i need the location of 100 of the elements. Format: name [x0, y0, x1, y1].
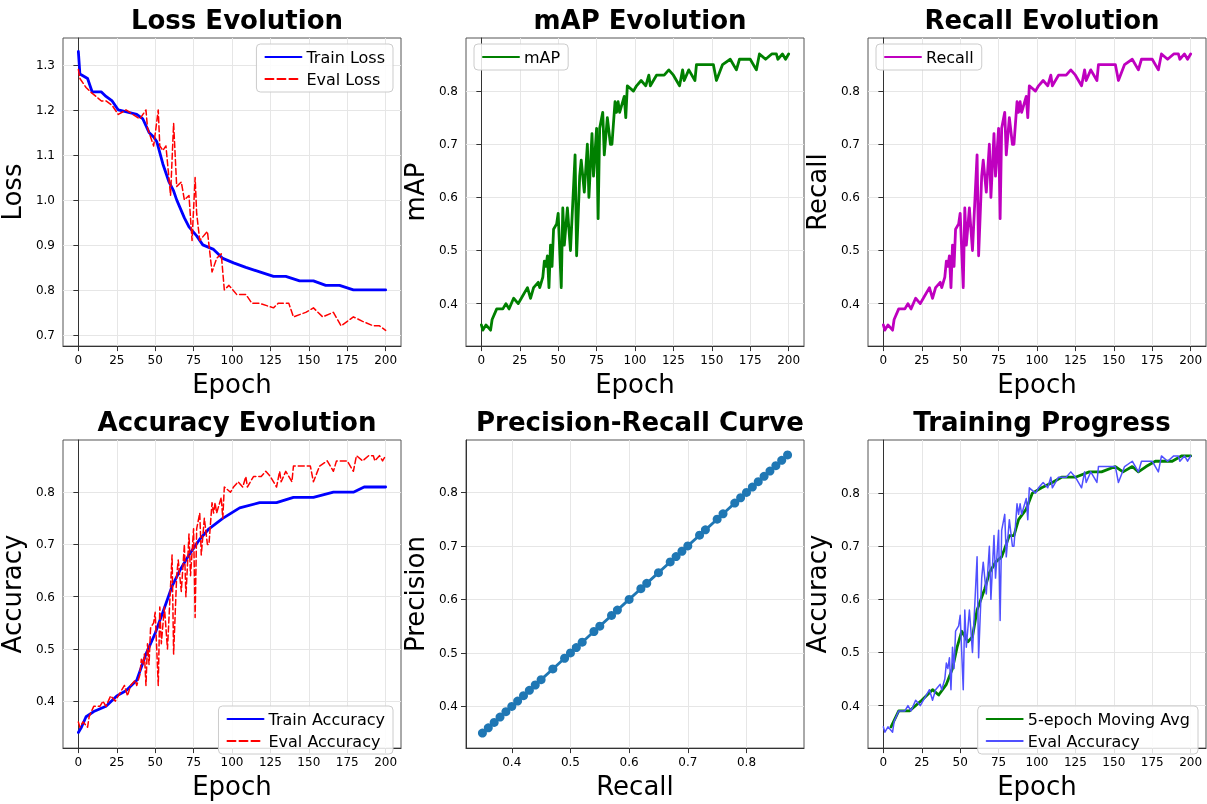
- x-tick-label: 50: [952, 755, 968, 770]
- x-tick-label: 25: [109, 755, 125, 770]
- y-tick-label: 0.7: [35, 537, 55, 552]
- x-tick-label: 150: [700, 353, 724, 368]
- point: [683, 541, 693, 551]
- x-tick-label: 175: [335, 755, 359, 770]
- point: [483, 723, 493, 733]
- chart-title: mAP Evolution: [533, 5, 747, 35]
- y-axis-title: mAP: [400, 162, 430, 222]
- point: [665, 557, 675, 567]
- x-tick-label: 0.6: [619, 755, 639, 770]
- x-tick-label: 175: [1140, 353, 1164, 368]
- x-tick-label: 0: [879, 353, 888, 368]
- y-tick-label: 0.5: [840, 645, 860, 660]
- chart-title: Recall Evolution: [924, 5, 1160, 35]
- x-tick-label: 75: [185, 353, 202, 368]
- x-tick-label: 50: [147, 755, 163, 770]
- x-tick-label: 50: [147, 353, 163, 368]
- point: [759, 471, 769, 481]
- legend-label: Eval Accuracy: [268, 731, 381, 751]
- x-tick-label: 150: [297, 755, 321, 770]
- point: [612, 605, 622, 615]
- y-axis-title: Accuracy: [802, 534, 832, 654]
- point: [489, 717, 499, 727]
- y-tick-label: 1.2: [35, 102, 55, 117]
- x-tick-label: 200: [374, 353, 398, 368]
- y-tick-label: 0.5: [438, 243, 458, 258]
- x-tick-label: 0.4: [502, 755, 522, 770]
- point: [671, 552, 681, 562]
- y-tick-label: 0.6: [438, 592, 458, 607]
- x-tick-label: 100: [623, 353, 647, 368]
- x-tick-label: 200: [374, 755, 398, 770]
- point: [477, 728, 487, 738]
- x-tick-label: 0: [74, 353, 83, 368]
- point: [530, 680, 540, 690]
- point: [777, 455, 787, 465]
- point: [507, 701, 517, 711]
- point: [571, 643, 581, 653]
- x-tick-label: 125: [661, 353, 685, 368]
- x-axis-title: Epoch: [997, 771, 1077, 801]
- x-tick-label: 200: [1179, 755, 1203, 770]
- point: [519, 691, 529, 701]
- x-tick-label: 50: [550, 353, 566, 368]
- chart-title: Loss Evolution: [130, 5, 344, 35]
- legend-label: mAP: [524, 47, 561, 67]
- y-axis-title: Accuracy: [0, 534, 27, 654]
- point: [636, 584, 646, 594]
- x-tick-label: 150: [1102, 755, 1126, 770]
- y-tick-label: 0.4: [840, 698, 860, 713]
- y-tick-label: 0.7: [840, 539, 860, 554]
- point: [577, 637, 587, 647]
- legend-label: Eval Accuracy: [1027, 731, 1140, 751]
- y-tick-label: 0.4: [438, 699, 458, 714]
- legend-label: 5-epoch Moving Avg: [1027, 709, 1191, 729]
- point: [548, 664, 558, 674]
- x-tick-label: 100: [1025, 353, 1049, 368]
- x-tick-label: 75: [990, 755, 1007, 770]
- x-tick-label: 25: [109, 353, 125, 368]
- x-tick-label: 175: [335, 353, 359, 368]
- x-tick-label: 0.7: [678, 755, 698, 770]
- y-tick-label: 0.9: [35, 237, 55, 252]
- x-axis-title: Epoch: [595, 369, 675, 399]
- x-tick-label: 75: [588, 353, 605, 368]
- x-tick-label: 175: [738, 353, 762, 368]
- y-axis-title: Precision: [400, 536, 430, 653]
- x-tick-label: 150: [297, 353, 321, 368]
- point: [730, 498, 740, 508]
- point: [624, 594, 634, 604]
- point: [513, 696, 523, 706]
- point: [565, 648, 575, 658]
- y-tick-label: 0.6: [438, 190, 458, 205]
- y-tick-label: 0.4: [35, 694, 55, 709]
- y-tick-label: 0.5: [35, 641, 55, 656]
- point: [595, 621, 605, 631]
- y-tick-label: 0.8: [840, 84, 860, 99]
- y-tick-label: 1.3: [35, 57, 55, 72]
- point: [536, 675, 546, 685]
- x-axis-title: Epoch: [192, 771, 272, 801]
- x-tick-label: 100: [220, 353, 244, 368]
- x-tick-label: 125: [258, 353, 282, 368]
- point: [607, 610, 617, 620]
- y-tick-label: 0.8: [35, 282, 55, 297]
- point: [642, 578, 652, 588]
- y-tick-label: 0.6: [840, 592, 860, 607]
- x-tick-label: 175: [1140, 755, 1164, 770]
- chart-title: Precision-Recall Curve: [476, 407, 804, 437]
- x-tick-label: 125: [1063, 755, 1087, 770]
- y-axis-title: Recall: [802, 153, 832, 231]
- legend-label: Recall: [926, 47, 974, 67]
- point: [524, 685, 534, 695]
- y-tick-label: 0.4: [840, 296, 860, 311]
- x-tick-label: 100: [1025, 755, 1049, 770]
- y-tick-label: 0.7: [438, 538, 458, 553]
- point: [736, 493, 746, 503]
- x-axis-title: Epoch: [192, 369, 272, 399]
- y-tick-label: 0.8: [35, 485, 55, 500]
- y-tick-label: 0.7: [840, 137, 860, 152]
- x-tick-label: 0.8: [736, 755, 757, 770]
- chart-title: Training Progress: [913, 407, 1171, 437]
- y-tick-label: 1.0: [35, 192, 55, 207]
